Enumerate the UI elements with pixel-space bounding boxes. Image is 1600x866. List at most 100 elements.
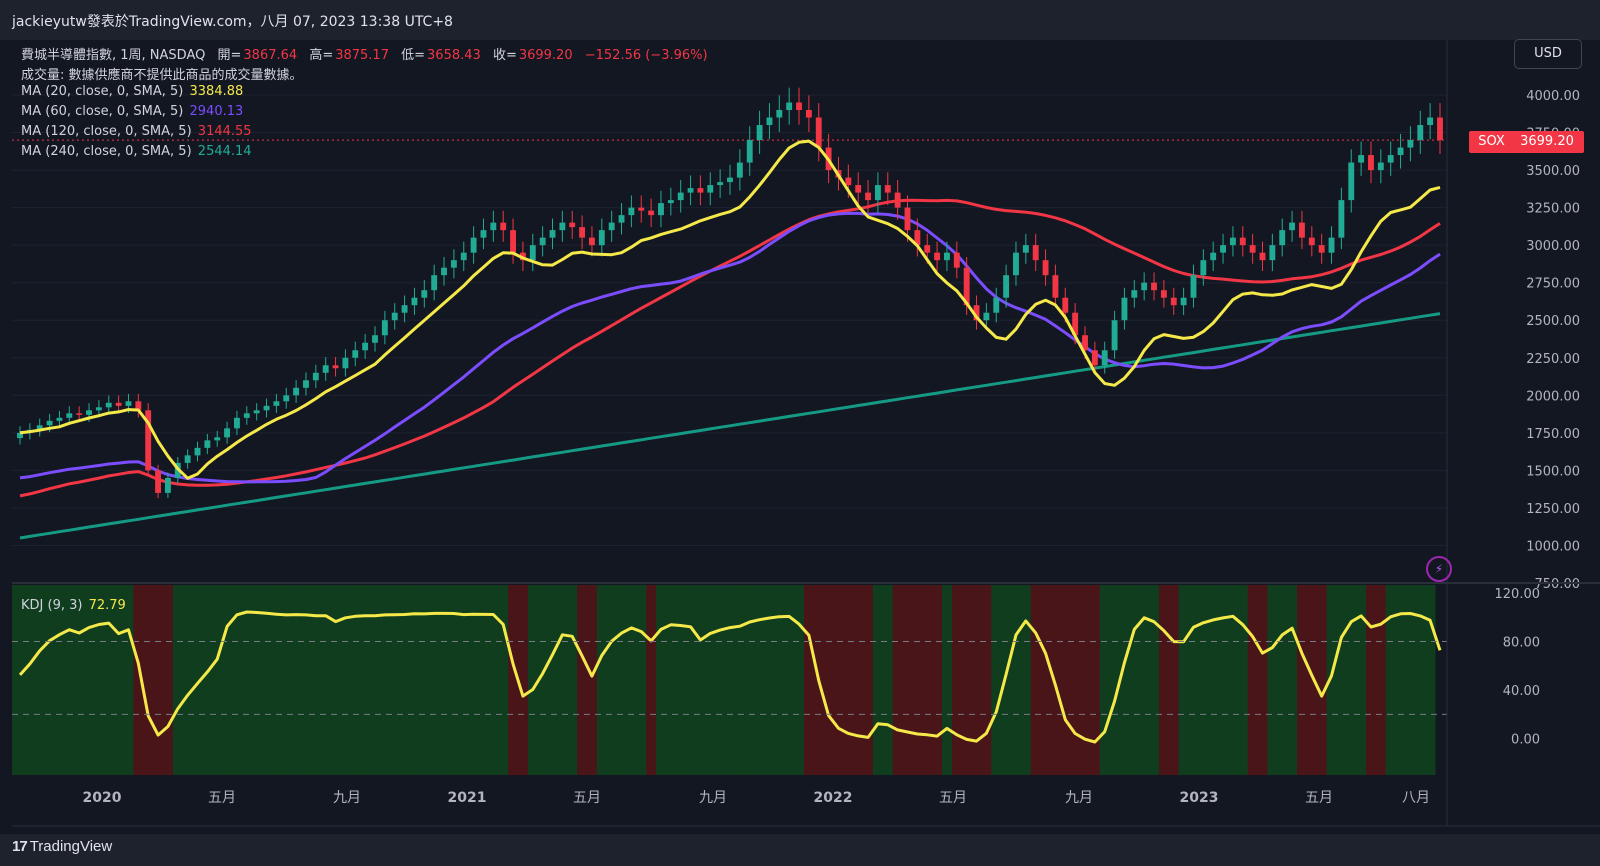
kdj-band bbox=[636, 585, 647, 775]
kdj-band bbox=[527, 585, 539, 775]
kdj-band bbox=[1247, 585, 1259, 775]
candle-body bbox=[1259, 252, 1266, 261]
candle-body bbox=[105, 402, 112, 408]
kdj-band bbox=[310, 585, 322, 775]
candle-body bbox=[904, 207, 911, 231]
kdj-tick: 0.00 bbox=[1511, 733, 1540, 748]
price-tick: 1250.00 bbox=[1526, 502, 1580, 517]
candle-body bbox=[687, 188, 694, 193]
ma20-value: 3384.88 bbox=[189, 84, 244, 99]
currency-button[interactable]: USD bbox=[1514, 39, 1582, 69]
kdj-band bbox=[1336, 585, 1347, 775]
kdj-band bbox=[508, 585, 519, 775]
kdj-band bbox=[192, 585, 203, 775]
kdj-band bbox=[133, 585, 144, 775]
time-tick: 八月 bbox=[1402, 790, 1430, 806]
kdj-band bbox=[458, 585, 470, 775]
kdj-band bbox=[705, 585, 716, 775]
kdj-line bbox=[18, 610, 1442, 744]
kdj-band bbox=[567, 585, 578, 775]
kdj-band bbox=[764, 585, 775, 775]
candle-body bbox=[1082, 335, 1088, 351]
kdj-band bbox=[389, 585, 401, 775]
kdj-band bbox=[1385, 585, 1397, 775]
kdj-band bbox=[1316, 585, 1328, 775]
candle-body bbox=[1328, 237, 1335, 253]
candle-body bbox=[352, 350, 359, 358]
kdj-band bbox=[1218, 585, 1229, 775]
legend-ma60[interactable]: MA (60, close, 0, SMA, 5) 2940.13 bbox=[21, 104, 244, 119]
kdj-band bbox=[399, 585, 411, 775]
candle-body bbox=[628, 207, 635, 216]
candle-body bbox=[697, 188, 704, 193]
kdj-band bbox=[596, 585, 608, 775]
candle-body bbox=[677, 192, 684, 201]
candle-body bbox=[155, 470, 161, 493]
kdj-band bbox=[370, 585, 381, 775]
kdj-band bbox=[892, 585, 904, 775]
kdj-band bbox=[340, 585, 351, 775]
time-axis: 2020 五月 九月 2021 五月 九月 2022 五月 九月 2023 五月 八月 bbox=[83, 790, 1430, 806]
candle-body bbox=[194, 447, 201, 456]
time-tick: 2022 bbox=[814, 790, 853, 806]
symbol-info: 費城半導體指數, 1周, NASDAQ bbox=[21, 48, 206, 63]
kdj-band bbox=[991, 585, 1002, 775]
kdj-band bbox=[902, 585, 913, 775]
candle-body bbox=[973, 305, 980, 321]
candle-body bbox=[135, 401, 142, 411]
legend-ma120[interactable]: MA (120, close, 0, SMA, 5) 3144.55 bbox=[21, 124, 252, 139]
kdj-band bbox=[577, 585, 588, 775]
kdj-band bbox=[971, 585, 982, 775]
price-axis: 4000.003750.003500.003250.003000.002750.… bbox=[1526, 89, 1580, 592]
legend-volume: 成交量: 數據供應商不提供此商品的成交量數據。 bbox=[21, 68, 303, 83]
kdj-band bbox=[301, 585, 312, 775]
candle-body bbox=[746, 140, 753, 163]
kdj-band bbox=[537, 585, 549, 775]
candle-body bbox=[411, 297, 418, 306]
legend-kdj[interactable]: KDJ (9, 3) 72.79 bbox=[21, 598, 126, 613]
kdj-band bbox=[143, 585, 154, 775]
kdj-band bbox=[547, 585, 558, 775]
candle-body bbox=[480, 230, 487, 238]
kdj-band bbox=[1277, 585, 1288, 775]
kdj-band bbox=[1020, 585, 1032, 775]
kdj-tick: 120.00 bbox=[1495, 587, 1541, 602]
candle-body bbox=[934, 252, 941, 261]
candle-body bbox=[66, 413, 73, 418]
kdj-tick: 80.00 bbox=[1503, 636, 1540, 651]
kdj-band bbox=[774, 585, 785, 775]
kdj-band bbox=[468, 585, 480, 775]
tradingview-logo[interactable]: 17 TradingView bbox=[12, 838, 112, 855]
legend-ma20[interactable]: MA (20, close, 0, SMA, 5) 3384.88 bbox=[21, 84, 244, 99]
kdj-band bbox=[330, 585, 341, 775]
kdj-band bbox=[93, 585, 105, 775]
legend-ma240[interactable]: MA (240, close, 0, SMA, 5) 2544.14 bbox=[21, 144, 252, 159]
time-tick: 五月 bbox=[573, 790, 601, 806]
kdj-band bbox=[606, 585, 618, 775]
kdj-band bbox=[1227, 585, 1239, 775]
candle-body bbox=[944, 252, 950, 261]
kdj-band bbox=[981, 585, 992, 775]
kdj-band bbox=[656, 585, 667, 775]
candle-body bbox=[1022, 245, 1029, 253]
footer-bar bbox=[0, 834, 1600, 866]
candle-body bbox=[727, 177, 733, 183]
kdj-band bbox=[84, 585, 95, 775]
candle-body bbox=[1269, 245, 1276, 261]
candle-body bbox=[1348, 162, 1355, 201]
kdj-band bbox=[1158, 585, 1170, 775]
candle-body bbox=[224, 428, 231, 438]
kdj-band bbox=[616, 585, 627, 775]
candle-body bbox=[786, 102, 793, 111]
candle-body bbox=[95, 407, 102, 411]
lightning-icon[interactable]: ⚡ bbox=[1426, 556, 1452, 582]
candle-body bbox=[470, 237, 477, 253]
kdj-band bbox=[1070, 585, 1081, 775]
candle-body bbox=[1121, 297, 1128, 321]
candle-body bbox=[924, 245, 931, 253]
kdj-band bbox=[1080, 585, 1091, 775]
candle-body bbox=[362, 342, 369, 351]
candle-body bbox=[983, 312, 990, 321]
kdj-band bbox=[54, 585, 65, 775]
